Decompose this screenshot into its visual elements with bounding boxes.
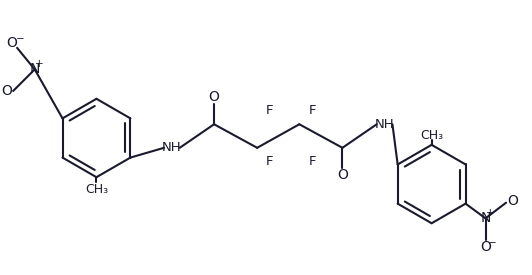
Text: N: N — [480, 211, 491, 225]
Text: F: F — [309, 104, 316, 117]
Text: O: O — [337, 168, 348, 182]
Text: O: O — [209, 90, 220, 104]
Text: −: − — [15, 34, 24, 44]
Text: +: + — [486, 208, 495, 218]
Text: F: F — [266, 104, 273, 117]
Text: NH: NH — [375, 118, 394, 131]
Text: +: + — [35, 59, 44, 70]
Text: O: O — [508, 194, 518, 208]
Text: F: F — [309, 155, 316, 168]
Text: O: O — [480, 240, 491, 254]
Text: F: F — [266, 155, 273, 168]
Text: O: O — [7, 36, 18, 50]
Text: −: − — [488, 238, 497, 248]
Text: NH: NH — [162, 141, 182, 154]
Text: O: O — [1, 84, 12, 98]
Text: N: N — [30, 62, 40, 76]
Text: CH₃: CH₃ — [85, 183, 108, 196]
Text: CH₃: CH₃ — [420, 128, 443, 142]
